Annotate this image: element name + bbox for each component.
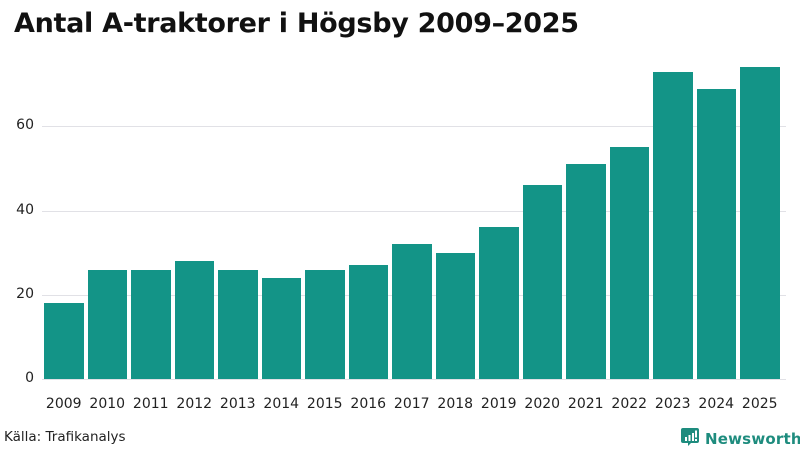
bar-2010 bbox=[87, 269, 127, 379]
brand-logo: Newsworthy bbox=[680, 427, 800, 451]
x-axis-tick-label: 2023 bbox=[654, 396, 691, 412]
source-note: Källa: Trafikanalys bbox=[4, 429, 126, 445]
x-axis-tick-label: 2016 bbox=[350, 396, 387, 412]
bar-2018 bbox=[435, 252, 475, 379]
bar-2016 bbox=[348, 265, 388, 379]
bar-2012 bbox=[174, 261, 214, 379]
y-axis-tick-label: 0 bbox=[25, 370, 34, 386]
x-axis-tick-label: 2010 bbox=[89, 396, 126, 412]
bar-2019 bbox=[479, 227, 519, 379]
x-axis-tick-label: 2011 bbox=[132, 396, 169, 412]
x-axis-tick-label: 2012 bbox=[176, 396, 213, 412]
x-axis-tick-label: 2018 bbox=[437, 396, 474, 412]
x-axis-tick-label: 2020 bbox=[524, 396, 561, 412]
chart-title: Antal A-traktorer i Högsby 2009–2025 bbox=[14, 8, 579, 39]
gridline bbox=[42, 211, 786, 212]
bar-2024 bbox=[696, 88, 736, 379]
x-axis-tick-label: 2025 bbox=[741, 396, 778, 412]
bar-2022 bbox=[609, 147, 649, 379]
x-axis-tick-label: 2024 bbox=[698, 396, 735, 412]
x-axis-tick-label: 2013 bbox=[219, 396, 256, 412]
gridline bbox=[42, 126, 786, 127]
bar-2011 bbox=[131, 269, 171, 379]
bar-2015 bbox=[305, 269, 345, 379]
x-axis-tick-label: 2015 bbox=[306, 396, 343, 412]
bar-2014 bbox=[261, 277, 301, 379]
x-axis-tick-label: 2009 bbox=[45, 396, 82, 412]
x-axis-tick-label: 2021 bbox=[567, 396, 604, 412]
bar-2020 bbox=[522, 185, 562, 379]
gridline bbox=[42, 379, 786, 380]
bar-2025 bbox=[740, 67, 780, 379]
x-axis-tick-label: 2017 bbox=[393, 396, 430, 412]
bar-2013 bbox=[218, 269, 258, 379]
bar-2021 bbox=[566, 164, 606, 379]
y-axis-tick-label: 20 bbox=[16, 286, 34, 302]
bar-2017 bbox=[392, 244, 432, 379]
bar-2009 bbox=[44, 303, 84, 379]
brand-name: Newsworthy bbox=[705, 430, 800, 448]
y-axis-tick-label: 40 bbox=[16, 202, 34, 218]
newsworthy-logo-icon bbox=[680, 427, 700, 451]
bar-2023 bbox=[653, 71, 693, 379]
x-axis-tick-label: 2014 bbox=[263, 396, 300, 412]
x-axis-tick-label: 2022 bbox=[611, 396, 648, 412]
y-axis-tick-label: 60 bbox=[16, 117, 34, 133]
x-axis-tick-label: 2019 bbox=[480, 396, 517, 412]
